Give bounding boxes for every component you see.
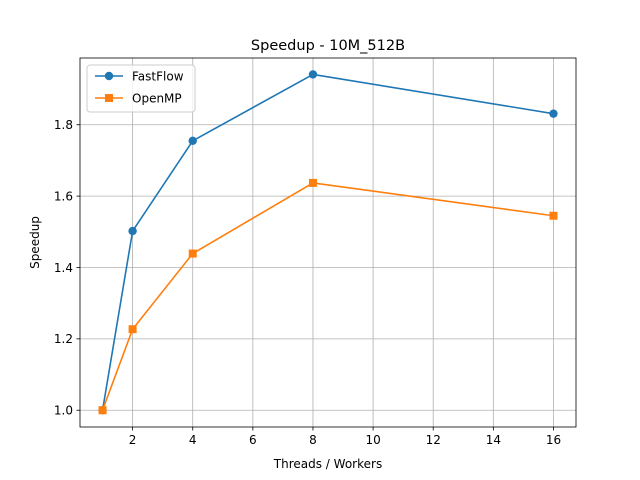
y-axis-label: Speedup [28, 216, 42, 269]
data-point [128, 226, 137, 236]
series-openmp [98, 178, 558, 415]
x-tick-label: 10 [365, 433, 380, 447]
legend-label: OpenMP [132, 92, 182, 106]
data-point [128, 325, 137, 334]
data-point [188, 136, 197, 145]
data-point [549, 109, 558, 118]
y-tick-label: 1.6 [54, 189, 73, 203]
data-point [188, 249, 197, 258]
x-axis-label: Threads / Workers [273, 457, 382, 471]
legend-marker [105, 94, 113, 102]
data-point [549, 211, 558, 220]
x-tick-label: 4 [189, 433, 197, 447]
y-tick-label: 1.8 [54, 118, 73, 132]
series-group [98, 70, 558, 415]
chart-title: Speedup - 10M_512B [251, 38, 405, 54]
x-tick-label: 12 [426, 433, 441, 447]
grid-lines [80, 58, 576, 427]
data-point [308, 70, 318, 79]
legend-item-openmp: OpenMP [95, 92, 182, 106]
y-tick-label: 1.4 [54, 261, 73, 275]
x-tick-label: 2 [129, 433, 137, 447]
x-tick-label: 16 [546, 433, 561, 447]
x-tick-label: 14 [486, 433, 501, 447]
legend: FastFlow OpenMP [86, 64, 196, 113]
x-tick-label: 8 [309, 433, 317, 447]
axis-ticks: 2 4 6 8 10 12 14 16 1.0 1.2 1.4 1.6 1.8 [54, 118, 561, 447]
y-tick-label: 1.2 [54, 332, 73, 346]
plot-frame [79, 57, 577, 428]
legend-label: FastFlow [132, 70, 184, 84]
legend-marker [104, 71, 114, 81]
data-point [98, 406, 107, 415]
y-tick-label: 1.0 [54, 404, 73, 418]
x-tick-label: 6 [249, 433, 257, 447]
legend-item-fastflow: FastFlow [95, 70, 184, 84]
data-point [308, 178, 317, 187]
